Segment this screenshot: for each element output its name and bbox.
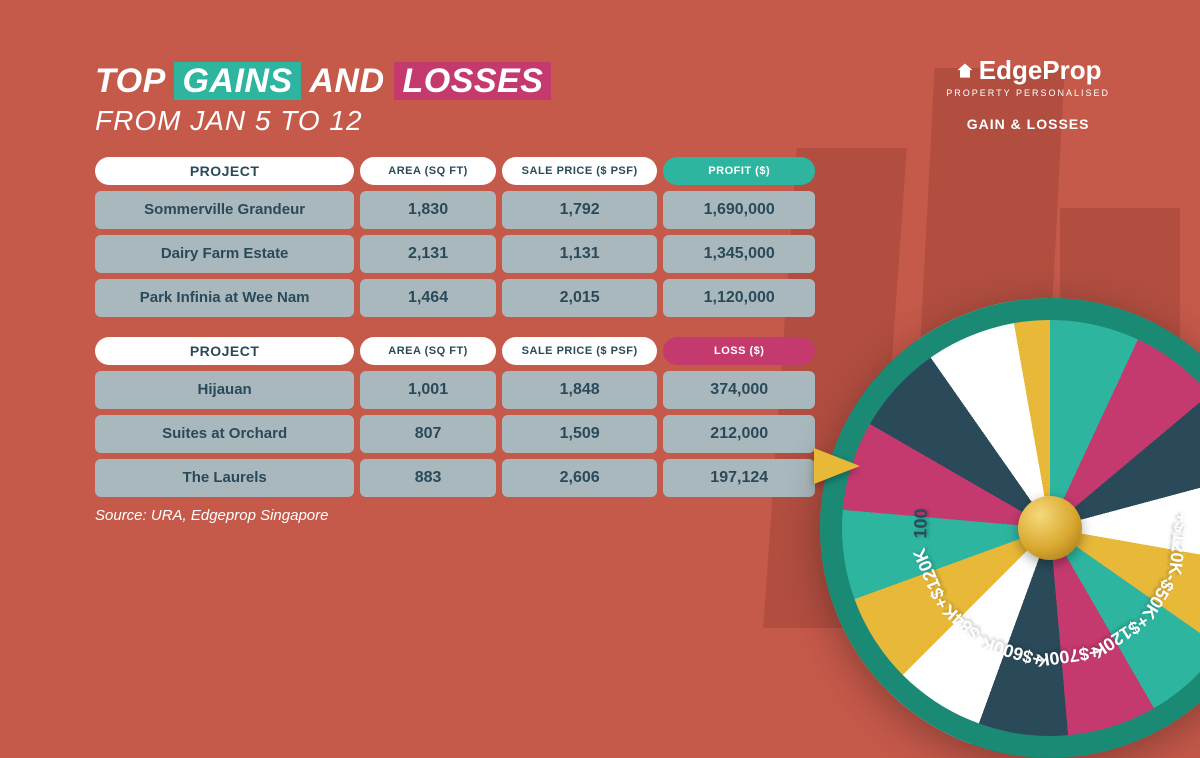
- th-area: AREA (SQ FT): [360, 157, 496, 185]
- th-psf: SALE PRICE ($ PSF): [502, 337, 658, 365]
- cell-project: Sommerville Grandeur: [95, 191, 354, 229]
- cell-area: 1,001: [360, 371, 496, 409]
- cell-psf: 1,131: [502, 235, 658, 273]
- cell-loss: 197,124: [663, 459, 815, 497]
- wheel-segment-label: -$50K: [1137, 570, 1181, 623]
- page-title: TOP GAINS AND LOSSES: [95, 60, 845, 103]
- th-project: PROJECT: [95, 157, 354, 185]
- cell-psf: 1,792: [502, 191, 658, 229]
- table-row: The Laurels 883 2,606 197,124: [95, 459, 815, 497]
- th-project: PROJECT: [95, 337, 354, 365]
- table-row: Sommerville Grandeur 1,830 1,792 1,690,0…: [95, 191, 815, 229]
- table-row: Park Infinia at Wee Nam 1,464 2,015 1,12…: [95, 279, 815, 317]
- cell-area: 2,131: [360, 235, 496, 273]
- cell-psf: 1,848: [502, 371, 658, 409]
- th-profit: PROFIT ($): [663, 157, 815, 185]
- table-row: Dairy Farm Estate 2,131 1,131 1,345,000: [95, 235, 815, 273]
- cell-project: Dairy Farm Estate: [95, 235, 354, 273]
- cell-profit: 1,345,000: [663, 235, 815, 273]
- wheel-pointer-icon: [814, 448, 860, 484]
- wheel-segment-label: +$120K: [1164, 511, 1193, 577]
- brand-name: EdgeProp: [979, 55, 1102, 86]
- brand-subtitle: GAIN & LOSSES: [946, 116, 1110, 132]
- cell-psf: 2,015: [502, 279, 658, 317]
- title-top: TOP: [95, 62, 165, 100]
- cell-area: 807: [360, 415, 496, 453]
- main-content: TOP GAINS AND LOSSES FROM JAN 5 TO 12 PR…: [95, 60, 845, 524]
- wheel-segment-label: -$84K: [938, 600, 988, 648]
- title-gains: GAINS: [174, 62, 300, 100]
- page-subtitle: FROM JAN 5 TO 12: [95, 105, 845, 137]
- cell-project: Hijauan: [95, 371, 354, 409]
- table-row: Hijauan 1,001 1,848 374,000: [95, 371, 815, 409]
- gains-header-row: PROJECT AREA (SQ FT) SALE PRICE ($ PSF) …: [95, 157, 815, 185]
- wheel-segment-label: +$600K: [979, 632, 1046, 671]
- cell-loss: 212,000: [663, 415, 815, 453]
- cell-project: Park Infinia at Wee Nam: [95, 279, 354, 317]
- brand-block: EdgeProp PROPERTY PERSONALISED GAIN & LO…: [946, 55, 1110, 132]
- wheel-hub: [1018, 496, 1082, 560]
- table-row: Suites at Orchard 807 1,509 212,000: [95, 415, 815, 453]
- title-losses: LOSSES: [394, 62, 551, 100]
- cell-project: The Laurels: [95, 459, 354, 497]
- brand-tagline: PROPERTY PERSONALISED: [946, 88, 1110, 98]
- wheel-segment-label: +$120K: [1088, 610, 1153, 662]
- fortune-wheel: +$700K+$600K-$84K+$120K100+$120K-$50K+$1…: [820, 298, 1200, 758]
- title-and: AND: [309, 62, 384, 100]
- cell-area: 883: [360, 459, 496, 497]
- cell-psf: 1,509: [502, 415, 658, 453]
- cell-area: 1,830: [360, 191, 496, 229]
- losses-table: PROJECT AREA (SQ FT) SALE PRICE ($ PSF) …: [95, 337, 815, 497]
- gains-table: PROJECT AREA (SQ FT) SALE PRICE ($ PSF) …: [95, 157, 815, 317]
- cell-profit: 1,690,000: [663, 191, 815, 229]
- cell-area: 1,464: [360, 279, 496, 317]
- th-area: AREA (SQ FT): [360, 337, 496, 365]
- brand-logo: EdgeProp: [946, 55, 1110, 86]
- cell-project: Suites at Orchard: [95, 415, 354, 453]
- source-text: Source: URA, Edgeprop Singapore: [95, 507, 845, 524]
- wheel-segment-label: +$120K: [909, 545, 953, 612]
- cell-psf: 2,606: [502, 459, 658, 497]
- th-psf: SALE PRICE ($ PSF): [502, 157, 658, 185]
- wheel-disc: +$700K+$600K-$84K+$120K100+$120K-$50K+$1…: [820, 298, 1200, 758]
- cell-loss: 374,000: [663, 371, 815, 409]
- th-loss: LOSS ($): [663, 337, 815, 365]
- losses-header-row: PROJECT AREA (SQ FT) SALE PRICE ($ PSF) …: [95, 337, 815, 365]
- wheel-segment-label: 100: [910, 508, 932, 539]
- cell-profit: 1,120,000: [663, 279, 815, 317]
- house-icon: [955, 61, 975, 81]
